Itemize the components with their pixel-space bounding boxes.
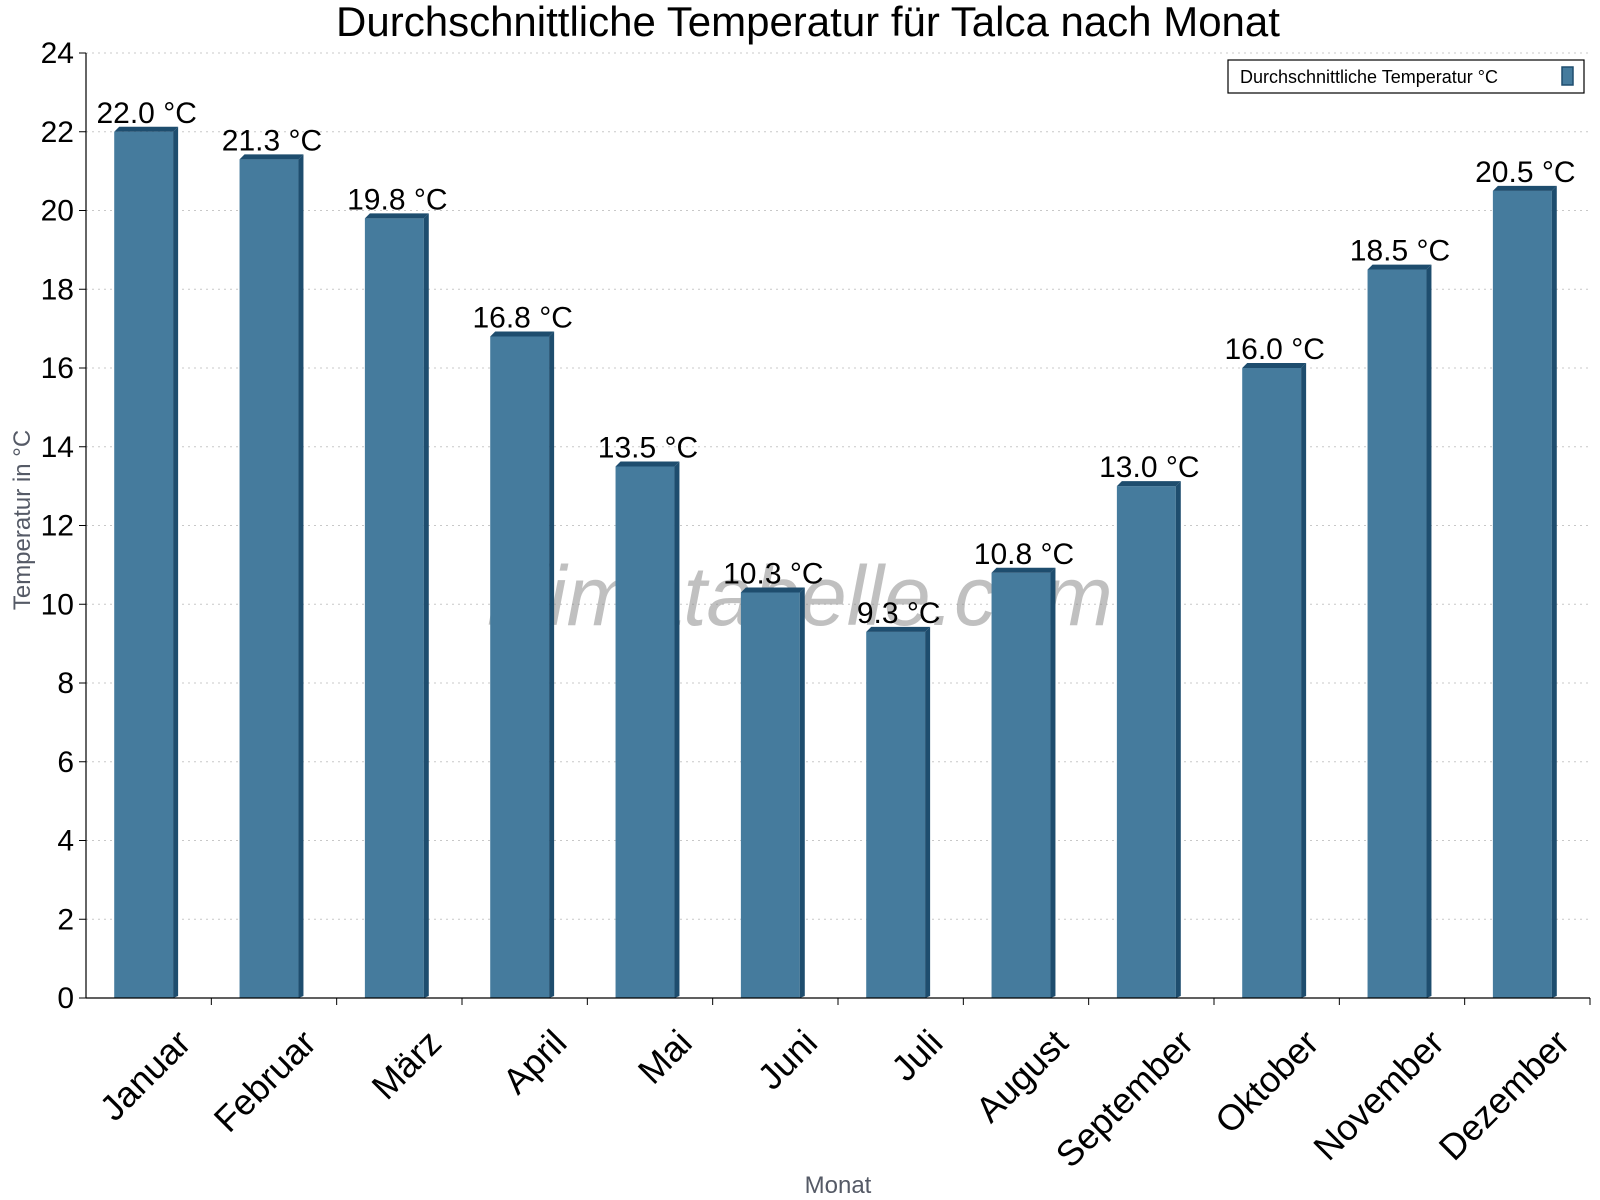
data-label: 21.3 °C [222, 124, 322, 157]
axes [79, 52, 1591, 1005]
x-tick-label: Juni [749, 1022, 825, 1098]
x-tick-label: Januar [92, 1022, 199, 1129]
bar [364, 218, 424, 998]
grid-lines [86, 52, 1590, 920]
x-tick-label: Juli [883, 1022, 950, 1089]
x-tick-label: Oktober [1207, 1022, 1327, 1142]
y-tick-label: 20 [41, 195, 74, 228]
bar [239, 159, 299, 998]
bar-top [1492, 185, 1557, 191]
data-label: 20.5 °C [1475, 156, 1575, 189]
x-tick-label: August [968, 1022, 1076, 1130]
legend-box [1227, 59, 1585, 94]
y-tick-label: 2 [57, 903, 74, 936]
y-tick-label: 16 [41, 352, 74, 385]
bar [1492, 190, 1552, 998]
bar-side [173, 126, 179, 998]
bar [490, 336, 550, 998]
bar-top [239, 154, 304, 160]
y-tick-label: 12 [41, 510, 74, 543]
data-label: 16.8 °C [472, 302, 572, 335]
bar-top [1116, 481, 1181, 487]
bar [615, 466, 675, 998]
data-label: 13.5 °C [598, 431, 698, 464]
bars [114, 126, 1557, 998]
bar-side [799, 587, 805, 998]
bar [740, 592, 800, 998]
bar-side [674, 461, 680, 998]
y-tick-label: 0 [57, 982, 74, 1015]
y-tick-label: 4 [57, 825, 74, 858]
bar-top [866, 626, 931, 632]
legend: Durchschnittliche Temperatur °C [1227, 59, 1585, 94]
data-label: 22.0 °C [96, 97, 196, 130]
bar [1116, 486, 1176, 998]
y-tick-label: 10 [41, 588, 74, 621]
data-label: 18.5 °C [1350, 235, 1450, 268]
bar-top [114, 126, 179, 132]
bar-top [1367, 264, 1432, 270]
bar-top [615, 461, 680, 467]
x-tick-label: März [364, 1022, 450, 1108]
data-label: 16.0 °C [1224, 333, 1324, 366]
bar [1242, 368, 1302, 998]
bar-side [298, 154, 304, 998]
x-tick-label: Dezember [1431, 1022, 1577, 1168]
chart-title: Durchschnittliche Temperatur für Talca n… [336, 0, 1280, 45]
bar [866, 631, 926, 998]
bar-top [1242, 363, 1307, 368]
data-label: 10.8 °C [974, 538, 1074, 571]
y-tick-label: 6 [57, 746, 74, 779]
y-tick-label: 24 [41, 37, 74, 70]
data-label: 13.0 °C [1099, 451, 1199, 484]
bar-side [423, 213, 429, 998]
legend-label: Durchschnittliche Temperatur °C [1240, 67, 1498, 87]
bar-side [1301, 363, 1307, 998]
y-tick-label: 14 [41, 431, 74, 464]
data-label: 19.8 °C [347, 183, 447, 216]
bar [114, 131, 174, 998]
bar [991, 572, 1051, 998]
x-axis-label: Monat [805, 1172, 872, 1199]
x-tick-label: April [494, 1022, 574, 1102]
bar-side [1426, 264, 1432, 998]
bar-top [991, 567, 1056, 573]
bar-top [490, 331, 555, 337]
x-tick-label: Mai [630, 1022, 700, 1092]
x-tick-labels: Januar Februar März April Mai Juni Juli AugustS… [92, 1022, 1578, 1176]
bar-side [1050, 567, 1056, 998]
bar-side [549, 331, 555, 998]
bar-top [740, 587, 805, 593]
x-tick-label: November [1305, 1022, 1451, 1168]
data-label: 9.3 °C [857, 597, 941, 630]
y-tick-label: 22 [41, 116, 74, 149]
bar-side [1551, 185, 1557, 998]
x-tick-label: September [1048, 1022, 1202, 1176]
bar-top [364, 213, 429, 219]
bar [1367, 269, 1427, 998]
bar-side [1175, 481, 1181, 998]
bar-side [925, 626, 931, 998]
y-tick-label: 18 [41, 273, 74, 306]
y-axis-label: Temperatur in °C [9, 430, 36, 610]
x-tick-label: Februar [206, 1022, 324, 1140]
legend-swatch [1561, 66, 1574, 86]
data-labels: 22.0 °C 21.3 °C 19.8 °C 16.8 °C 13.5 °C 10.3 … [96, 97, 1575, 630]
data-label: 10.3 °C [723, 557, 823, 590]
y-tick-label: 8 [57, 667, 74, 700]
